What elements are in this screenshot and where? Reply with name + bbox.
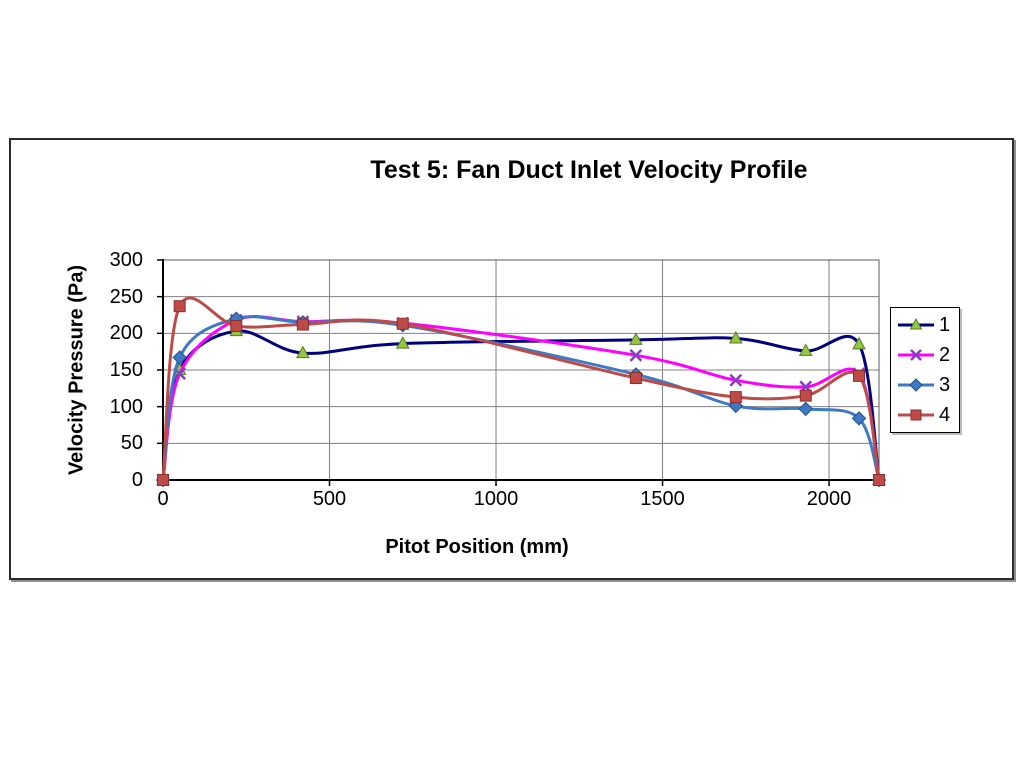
legend-label: 1 [939,314,951,336]
square-marker [173,300,186,313]
x-marker [910,349,922,361]
square-marker [873,474,885,486]
legend-label: 2 [939,344,951,366]
chart-title: Test 5: Fan Duct Inlet Velocity Profile [370,156,808,184]
diamond-marker [172,350,187,365]
x-axis-title: Pitot Position (mm) [385,536,569,558]
triangle-marker [395,336,410,349]
legend-item-3: 3 [897,375,959,395]
legend-marker-sample [898,349,934,361]
x-tick-label: 1500 [640,488,685,510]
x-marker [173,367,187,381]
square-marker [157,474,169,486]
x-tick-label: 500 [312,488,347,510]
triangle-marker [798,343,813,356]
chart-frame: Test 5: Fan Duct Inlet Velocity Profile … [9,138,1014,580]
legend-marker-sample [898,317,934,330]
square-marker [729,391,742,404]
square-marker [296,318,309,331]
y-tick-label: 100 [109,395,143,418]
legend-label: 4 [939,404,951,426]
series-4-line [161,296,881,482]
triangle-marker [909,317,923,330]
y-tick-label: 200 [109,322,143,345]
legend: 1 2 3 4 [890,307,960,433]
legend-marker-sample [898,409,934,421]
square-marker [230,320,243,332]
y-tick-label: 300 [109,249,143,271]
x-marker [629,348,643,362]
y-tick-label: 250 [109,285,143,308]
triangle-marker [296,345,310,359]
legend-item-1: 1 [897,315,959,335]
plot-area [155,259,887,488]
series-1-line [161,329,881,482]
triangle-marker [629,332,643,345]
y-tick-label: 50 [120,432,143,455]
series-4 [157,296,885,486]
series-2-line [161,315,881,482]
square-marker [799,389,812,402]
diamond-marker [851,411,867,426]
legend-marker-sample [898,378,934,392]
square-marker [396,317,409,330]
triangle-marker [728,330,743,344]
x-tick-label: 0 [157,488,169,510]
diamond-marker [909,378,923,392]
x-tick-label: 2000 [806,488,852,510]
legend-item-4: 4 [897,405,959,425]
square-marker [629,372,642,385]
y-tick-label: 150 [109,359,143,381]
square-marker [910,409,922,421]
square-marker [853,369,866,382]
triangle-marker [852,336,866,350]
x-marker [729,373,743,387]
x-tick-label: 1000 [473,488,519,510]
legend-item-2: 2 [897,345,959,365]
legend-label: 3 [939,374,951,396]
y-tick-label: 0 [131,469,143,491]
diamond-marker [798,401,813,417]
